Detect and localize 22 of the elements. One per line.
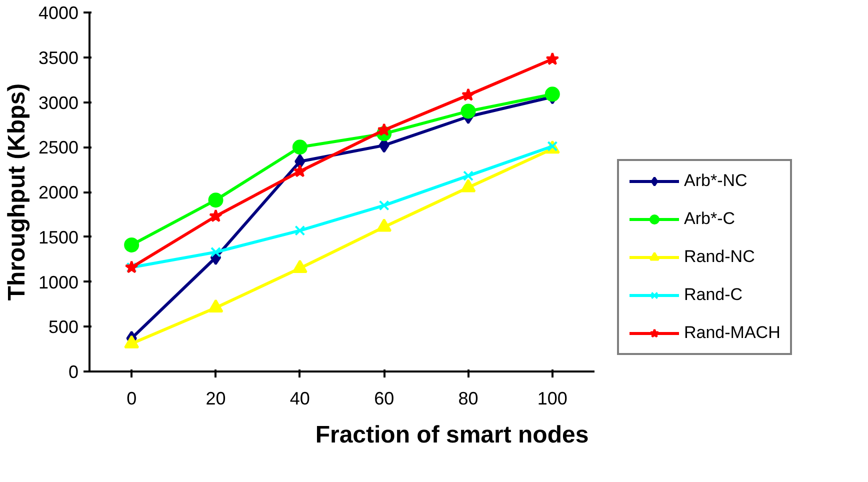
legend-label: Arb*-C bbox=[684, 209, 736, 229]
x-tick-label: 20 bbox=[206, 388, 226, 408]
y-axis-title: Throughput (Kbps) bbox=[3, 83, 30, 301]
y-tick-label: 1500 bbox=[38, 227, 79, 248]
legend-label: Rand-C bbox=[684, 285, 743, 305]
x-tick-label: 80 bbox=[458, 388, 478, 408]
legend-label: Rand-MACH bbox=[684, 323, 780, 343]
y-tick-label: 500 bbox=[48, 317, 79, 338]
legend-label: Arb*-NC bbox=[684, 171, 748, 191]
y-tick-label: 2500 bbox=[38, 138, 79, 158]
y-tick-label: 3500 bbox=[38, 48, 79, 68]
x-tick-label: 100 bbox=[537, 388, 568, 408]
x-tick-label: 60 bbox=[374, 388, 394, 408]
y-tick-label: 4000 bbox=[38, 3, 79, 23]
x-tick-label: 40 bbox=[290, 388, 310, 408]
y-tick-label: 0 bbox=[68, 362, 79, 382]
y-tick-label: 3000 bbox=[38, 92, 79, 113]
y-tick-label: 1000 bbox=[38, 272, 79, 292]
legend-label: Rand-NC bbox=[684, 247, 755, 267]
x-tick-label: 0 bbox=[126, 388, 137, 408]
y-tick-label: 2000 bbox=[38, 182, 79, 202]
x-axis-title: Fraction of smart nodes bbox=[315, 422, 589, 448]
